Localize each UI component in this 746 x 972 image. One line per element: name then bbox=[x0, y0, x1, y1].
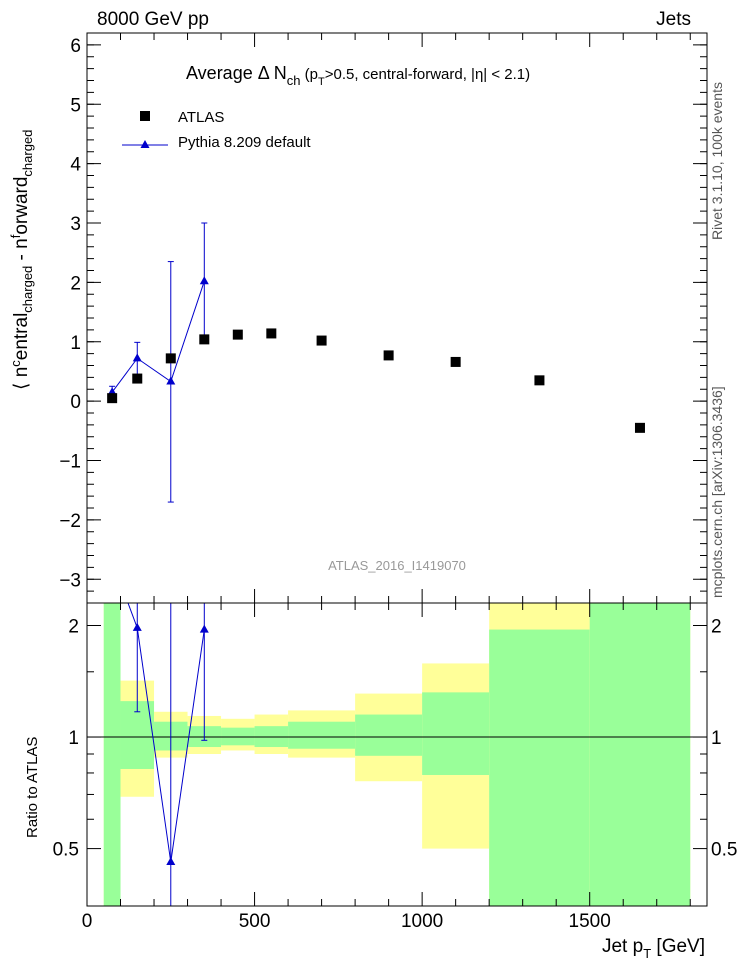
y-tick-label: −3 bbox=[59, 570, 81, 591]
energy-label: 8000 GeV pp bbox=[97, 9, 209, 30]
atlas-point bbox=[316, 335, 327, 346]
ratio-stat-band bbox=[103, 603, 121, 906]
ratio-stat-band bbox=[120, 701, 155, 769]
pythia-line bbox=[111, 281, 205, 393]
legend-atlas-marker bbox=[140, 111, 150, 121]
atlas-point bbox=[232, 329, 243, 340]
y-tick-label: −1 bbox=[59, 452, 81, 473]
y-axis-label: ⟨ ncentralcharged - nforwardcharged bbox=[8, 130, 35, 390]
ratio-data-marks bbox=[108, 555, 209, 906]
ratio-y-tick-label: 1 bbox=[68, 728, 79, 749]
mcplots-label: mcplots.cern.ch [arXiv:1306.3436] bbox=[709, 386, 725, 598]
ratio-stat-band bbox=[489, 629, 590, 906]
y-tick-label: 6 bbox=[70, 36, 81, 57]
atlas-point bbox=[165, 353, 176, 364]
ratio-bands bbox=[103, 603, 691, 906]
atlas-point bbox=[450, 356, 461, 367]
atlas-point bbox=[199, 334, 210, 345]
x-axis-label: Jet pT [GeV] bbox=[602, 936, 705, 961]
atlas-point bbox=[132, 373, 143, 384]
atlas-point bbox=[107, 393, 118, 404]
y-tick-label: 3 bbox=[70, 214, 81, 235]
ratio-axes: 0.5 0.5 1 1 2 2 0 500 1000 1500 bbox=[53, 603, 737, 932]
x-tick-label: 0 bbox=[82, 911, 93, 932]
y-tick-label: −2 bbox=[59, 511, 81, 532]
ratio-stat-band bbox=[422, 692, 490, 775]
ratio-pythia-point bbox=[108, 555, 117, 563]
ratio-stat-band bbox=[221, 727, 255, 746]
y-tick-label: 2 bbox=[70, 273, 81, 294]
atlas-point bbox=[534, 375, 545, 386]
x-tick-label: 1500 bbox=[569, 911, 611, 932]
rivet-label: Rivet 3.1.10, 100k events bbox=[709, 82, 725, 240]
y-tick-label: 0 bbox=[70, 392, 81, 413]
watermark: ATLAS_2016_I1419070 bbox=[328, 558, 466, 573]
y-tick-label: 1 bbox=[70, 333, 81, 354]
legend-pythia-marker bbox=[140, 140, 150, 148]
x-tick-label: 1000 bbox=[401, 911, 443, 932]
ratio-y-tick-label-right: 2 bbox=[711, 616, 722, 637]
ratio-y-tick-label-right: 0.5 bbox=[711, 840, 737, 861]
ratio-pythia-line bbox=[127, 603, 205, 863]
ratio-stat-band bbox=[355, 714, 423, 756]
y-tick-label: 5 bbox=[70, 95, 81, 116]
ratio-y-tick-label-right: 1 bbox=[711, 728, 722, 749]
ratio-y-tick-label: 2 bbox=[68, 616, 79, 637]
legend: ATLAS Pythia 8.209 default bbox=[122, 109, 311, 151]
ratio-pythia-point bbox=[199, 624, 209, 633]
pythia-point bbox=[166, 376, 176, 385]
x-tick-label: 500 bbox=[239, 911, 271, 932]
atlas-point bbox=[383, 350, 394, 361]
ratio-pythia-point bbox=[132, 622, 142, 631]
y-tick-label: 4 bbox=[70, 155, 81, 176]
atlas-point bbox=[266, 328, 277, 339]
ratio-panel: 0.5 0.5 1 1 2 2 0 500 1000 1500 Ratio to ATLAS Je… bbox=[24, 555, 737, 961]
main-panel: Average Δ Nch (pT>0.5, central-forward, … bbox=[8, 32, 708, 604]
legend-pythia-label: Pythia 8.209 default bbox=[178, 134, 311, 151]
ratio-stat-band bbox=[589, 603, 691, 906]
pythia-point bbox=[132, 353, 142, 362]
ratio-y-label: Ratio to ATLAS bbox=[24, 737, 41, 838]
chart-title: Average Δ Nch (pT>0.5, central-forward, … bbox=[186, 63, 530, 88]
ratio-y-tick-label: 0.5 bbox=[53, 840, 79, 861]
main-axes: −3 −2 −1 0 1 2 3 4 5 6 bbox=[59, 32, 707, 604]
process-label: Jets bbox=[656, 9, 691, 30]
main-data-marks bbox=[107, 222, 645, 503]
pythia-point bbox=[199, 276, 209, 285]
atlas-point bbox=[634, 422, 645, 433]
ratio-stat-band bbox=[288, 721, 356, 749]
legend-atlas-label: ATLAS bbox=[178, 109, 224, 126]
ratio-pythia-point bbox=[166, 857, 176, 866]
